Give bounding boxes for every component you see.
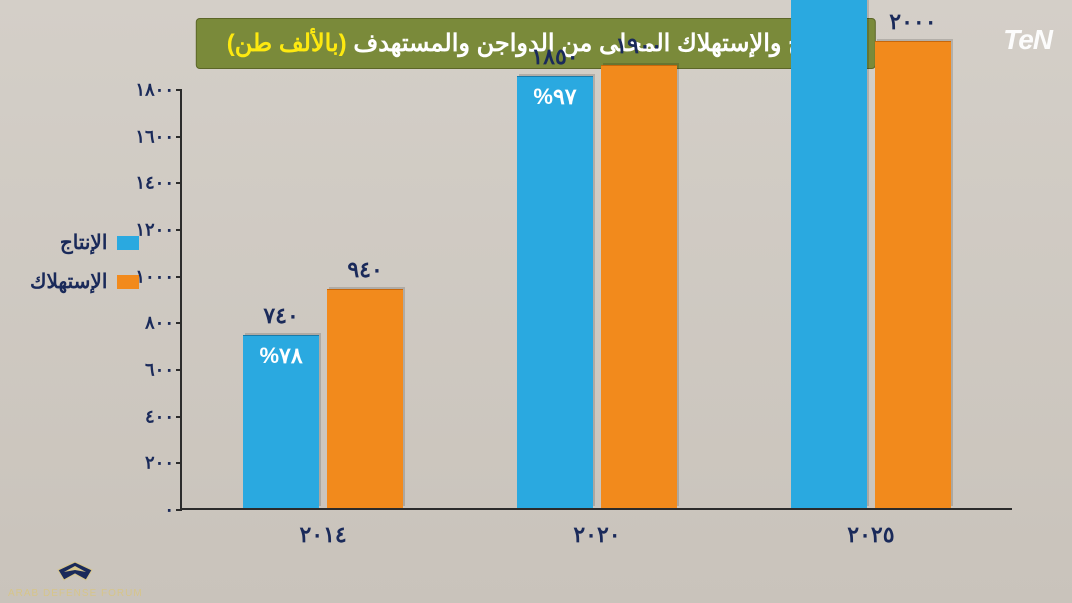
footer-badge: ARAB DEFENSE FORUM [0, 556, 151, 603]
bar-value-label: ١٨٥٠ [510, 44, 600, 70]
channel-watermark: TeN [1003, 24, 1052, 56]
footer-badge-text: ARAB DEFENSE FORUM [8, 588, 143, 599]
y-tick-label: ٦٠٠ [114, 360, 174, 381]
bar-value-label: ٧٤٠ [236, 303, 326, 329]
y-tick-label: ٨٠٠ [114, 313, 174, 334]
x-category-label: ٢٠١٤ [263, 522, 383, 548]
title-highlight: (بالألف طن) [227, 30, 347, 57]
y-tick-label: ٠ [114, 500, 174, 521]
legend-label-production: الإنتاج [60, 230, 108, 255]
bar-value-label: ٢٠٠٠ [868, 9, 958, 35]
y-tick-label: ٢٠٠ [114, 453, 174, 474]
bar-percent-label: %٩٧ [517, 84, 593, 110]
y-tick-label: ١٠٠٠ [114, 266, 174, 287]
x-category-label: ٢٠٢٥ [811, 522, 931, 548]
bar-production [791, 0, 867, 508]
footer-badge-icon [50, 560, 100, 586]
bar-value-label: ١٩٠٠ [594, 33, 684, 59]
y-tick-label: ٤٠٠ [114, 406, 174, 427]
bar-consumption [875, 41, 951, 508]
bar-consumption [327, 289, 403, 508]
bar-consumption [601, 65, 677, 508]
y-tick-label: ١٨٠٠ [114, 80, 174, 101]
y-tick-label: ١٦٠٠ [114, 126, 174, 147]
y-tick-label: ١٤٠٠ [114, 173, 174, 194]
bar-percent-label: %٧٨ [243, 343, 319, 369]
legend-label-consumption: الإستهلاك [30, 269, 107, 294]
bar-value-label: ٩٤٠ [320, 257, 410, 283]
x-category-label: ٢٠٢٠ [537, 522, 657, 548]
bar-production [517, 76, 593, 508]
plot-area: ٠٢٠٠٤٠٠٦٠٠٨٠٠١٠٠٠١٢٠٠١٤٠٠١٦٠٠١٨٠٠%٧٨٧٤٠٩… [180, 90, 1012, 510]
chart-container: الإنتاج الإستهلاك ٠ ٢٠٠ ٤٠٠ ٦٠٠ ٨٠٠ ١٠٠٠ ١٢٠٠ ١… [30, 80, 1042, 563]
y-tick-label: ١٢٠٠ [114, 220, 174, 241]
